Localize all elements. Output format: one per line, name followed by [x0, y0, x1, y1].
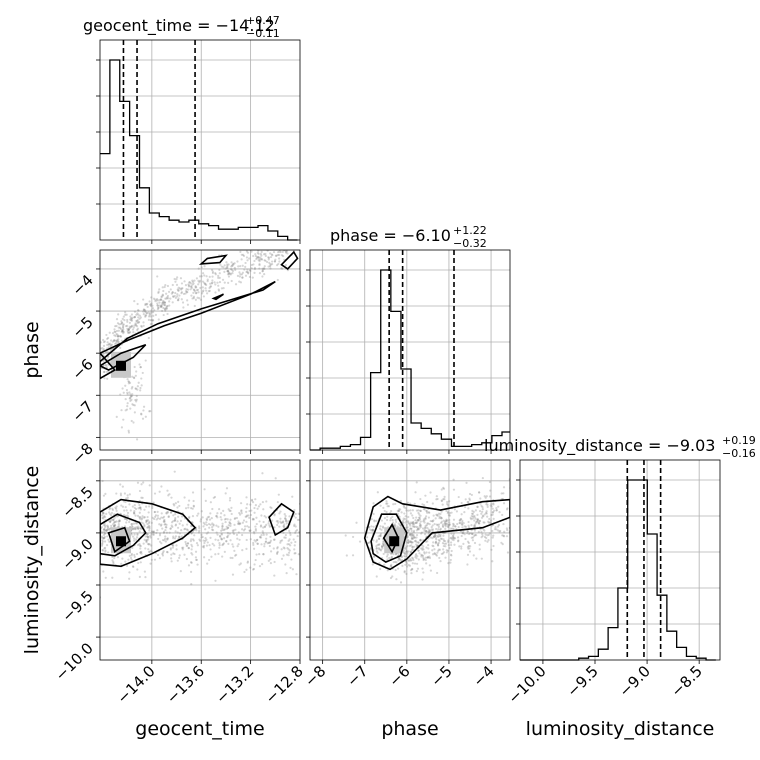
x-tick-label: −9.0: [615, 662, 653, 700]
x-tick-label: −5: [427, 662, 455, 690]
x-tick-label: −7: [343, 662, 371, 690]
x-tick-label: −10.0: [505, 662, 550, 707]
contour-outer-phase-geocent: [100, 280, 276, 380]
contour-inner-phase-geocent: [100, 343, 147, 371]
panel-luminosity_distance-vs-geocent_time: [99, 459, 301, 661]
x-tick-label: −6: [385, 662, 413, 690]
contour-inner-lumdist-phase: [382, 522, 400, 554]
title-phase-plus: +1.22: [453, 224, 487, 237]
contour-mid-lumdist-geocent: [100, 513, 147, 557]
y-tick-label: −9.0: [58, 535, 96, 573]
xlabel-geocent-time: geocent_time: [135, 718, 264, 740]
contour-outer-lumdist-phase: [363, 495, 510, 571]
title-luminosity-distance-plus: +0.19: [722, 434, 756, 447]
y-tick-label: −6: [68, 355, 96, 383]
contour-layer: [100, 250, 510, 571]
contour-island-phase-geocent: [198, 254, 228, 265]
title-geocent-time-minus: −0.11: [246, 27, 280, 40]
contour-mid-lumdist-phase: [370, 513, 408, 564]
x-tick-label: −9.5: [563, 662, 601, 700]
title-phase: phase = −6.10: [330, 226, 451, 245]
title-luminosity-distance-minus: −0.16: [722, 447, 756, 460]
density-peak: [115, 536, 126, 547]
grid-layer: [100, 40, 720, 660]
x-tick-label: −14.0: [113, 662, 158, 707]
histogram-phase: [310, 269, 510, 451]
y-tick-label: −8.5: [58, 483, 96, 521]
title-phase-minus: −0.32: [453, 237, 487, 250]
contour-inner-lumdist-geocent: [107, 526, 131, 553]
y-tick-label: −7: [68, 397, 96, 425]
contour-island-lumdist-geocent: [268, 502, 295, 537]
panel-phase-vs-geocent_time: [99, 249, 301, 451]
histogram-geocent_time: [100, 59, 298, 241]
title-geocent-time-plus: +0.47: [246, 14, 280, 27]
title-luminosity-distance: luminosity_distance = −9.03: [484, 436, 715, 456]
y-tick-label: −8: [68, 439, 96, 467]
panel-phase-vs-phase: [309, 249, 511, 451]
contour-outer-lumdist-geocent: [100, 498, 197, 568]
panel-geocent_time-vs-geocent_time: [99, 39, 301, 241]
xlabel-phase: phase: [381, 718, 438, 740]
ylabel-luminosity-distance: luminosity_distance: [21, 466, 43, 655]
x-tick-label: −4: [470, 662, 498, 690]
title-geocent-time: geocent_time = −14.12: [83, 16, 275, 36]
y-tick-label: −5: [68, 313, 96, 341]
ylabel-phase: phase: [21, 321, 43, 378]
x-tick-label: −13.6: [163, 662, 208, 707]
y-tick-label: −10.0: [52, 639, 97, 684]
contour-island3-phase-geocent: [280, 250, 299, 270]
panel-luminosity_distance-vs-luminosity_distance: [519, 459, 721, 661]
y-tick-label: −9.5: [58, 587, 96, 625]
histogram-layer: [100, 40, 716, 661]
x-tick-label: −13.2: [212, 662, 257, 707]
x-tick-label: −8.5: [668, 662, 706, 700]
x-tick-label: −8: [301, 662, 329, 690]
scatter-layer: [100, 250, 510, 599]
contour-island2-phase-geocent: [211, 293, 224, 301]
density-peak: [115, 360, 126, 371]
panel-luminosity_distance-vs-phase: [309, 459, 511, 661]
density-peak: [389, 536, 400, 547]
x-tick-label: −12.8: [262, 662, 307, 707]
xlabel-luminosity-distance: luminosity_distance: [526, 718, 715, 740]
frame-layer: [96, 39, 721, 664]
y-tick-label: −4: [68, 271, 96, 299]
histogram-luminosity_distance: [520, 479, 716, 661]
